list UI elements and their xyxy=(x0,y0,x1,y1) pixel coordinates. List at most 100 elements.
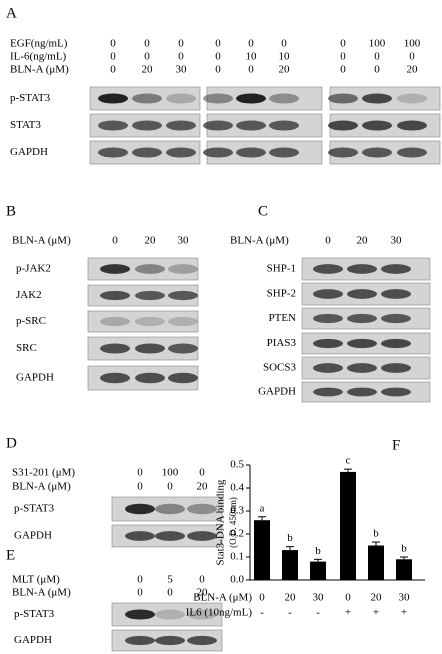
condition-value: 0 xyxy=(340,38,346,50)
condition-value: 0 xyxy=(137,587,143,599)
panel-label: C xyxy=(258,203,268,219)
blot-membrane xyxy=(87,310,199,333)
blot-band xyxy=(168,316,198,327)
x-row-value: 30 xyxy=(399,592,411,604)
blot-band xyxy=(269,93,299,104)
x-row-value: 0 xyxy=(259,592,265,604)
blot-band xyxy=(135,290,165,301)
y-tick-label: 0.3 xyxy=(230,505,244,517)
condition-value: 20 xyxy=(407,64,419,76)
condition-value: 20 xyxy=(197,587,209,599)
blot-label: p-SRC xyxy=(16,315,46,327)
blot-band xyxy=(347,313,377,324)
x-row-name: IL6 (10ng/mL) xyxy=(186,607,253,619)
panel-label: E xyxy=(6,547,15,563)
blot-label: GAPDH xyxy=(258,386,296,398)
condition-name: IL-6(ng/mL) xyxy=(10,51,67,63)
condition-name: S31-201 (μM) xyxy=(12,467,75,479)
y-tick-label: 0.0 xyxy=(230,574,244,586)
blot-label: SHP-1 xyxy=(267,263,296,275)
blot-band xyxy=(98,120,128,131)
bar xyxy=(254,520,270,580)
blot-band xyxy=(187,531,217,541)
bar xyxy=(368,545,384,580)
condition-value: 0 xyxy=(137,481,143,493)
significance-letter: b xyxy=(401,543,407,555)
blot-band xyxy=(347,387,377,397)
condition-value: 20 xyxy=(197,481,209,493)
blot-band xyxy=(135,343,165,354)
x-row-name: BLN-A (μM) xyxy=(193,592,252,604)
condition-value: 5 xyxy=(167,574,173,586)
blot-band xyxy=(203,120,233,131)
significance-letter: a xyxy=(260,502,265,514)
blot-band xyxy=(166,93,196,104)
condition-value: 10 xyxy=(246,51,258,63)
blot-label: PIAS3 xyxy=(267,337,297,349)
blot-label: GAPDH xyxy=(14,530,52,542)
blot-band xyxy=(98,147,128,158)
blot-band xyxy=(236,120,266,131)
blot-band xyxy=(362,147,392,158)
condition-name: BLN-A (μM) xyxy=(12,481,71,493)
blot-band xyxy=(347,264,377,274)
blot-band xyxy=(168,343,198,354)
blot-band xyxy=(135,264,165,274)
blot-band xyxy=(132,120,162,131)
condition-value: 20 xyxy=(357,235,369,247)
blot-band xyxy=(100,372,130,384)
x-row-value: - xyxy=(316,607,320,619)
condition-name: BLN-A (μM) xyxy=(10,64,69,76)
x-row-value: + xyxy=(345,607,351,619)
x-row-value: - xyxy=(288,607,292,619)
blot-band xyxy=(313,363,343,373)
blot-band xyxy=(381,313,411,324)
condition-value: 0 xyxy=(215,38,221,50)
blot-band xyxy=(203,93,233,104)
blot-band xyxy=(313,338,343,349)
condition-value: 0 xyxy=(340,64,346,76)
blot-membrane xyxy=(87,257,199,281)
condition-value: 0 xyxy=(215,51,221,63)
blot-band xyxy=(362,93,392,104)
condition-name: BLN-A (μM) xyxy=(12,587,71,599)
condition-value: 20 xyxy=(279,64,291,76)
panel-label: A xyxy=(6,5,17,21)
blot-label: p-STAT3 xyxy=(14,503,55,515)
condition-value: 0 xyxy=(215,64,221,76)
blot-band xyxy=(328,93,358,104)
blot-band xyxy=(135,316,165,327)
x-row-value: 0 xyxy=(345,592,351,604)
blot-band xyxy=(313,313,343,324)
blot-label: GAPDH xyxy=(16,372,54,384)
blot-band xyxy=(155,531,185,541)
blot-membrane xyxy=(111,602,223,627)
significance-letter: c xyxy=(346,455,351,467)
blot-band xyxy=(100,290,130,301)
condition-value: 0 xyxy=(178,38,184,50)
condition-value: 0 xyxy=(178,51,184,63)
blot-band xyxy=(381,363,411,373)
blot-band xyxy=(347,338,377,349)
blot-band xyxy=(397,93,427,104)
blot-band xyxy=(135,372,165,384)
blot-band xyxy=(132,147,162,158)
condition-value: 30 xyxy=(176,64,188,76)
blot-band xyxy=(362,120,392,131)
condition-value: 20 xyxy=(145,235,157,247)
blot-band xyxy=(98,93,128,104)
blot-band xyxy=(381,387,411,397)
condition-value: 10 xyxy=(279,51,291,63)
blot-band xyxy=(397,120,427,131)
condition-value: 30 xyxy=(178,235,190,247)
condition-value: 0 xyxy=(110,51,116,63)
blot-band xyxy=(187,609,217,620)
y-axis-label: Stat3-DNA binding xyxy=(215,479,227,565)
blot-band xyxy=(328,147,358,158)
condition-value: 0 xyxy=(374,64,380,76)
condition-value: 0 xyxy=(137,467,143,479)
condition-value: 0 xyxy=(199,467,205,479)
y-tick-label: 0.2 xyxy=(230,528,244,540)
blot-label: SOCS3 xyxy=(263,362,297,374)
y-tick-label: 0.4 xyxy=(230,482,244,494)
